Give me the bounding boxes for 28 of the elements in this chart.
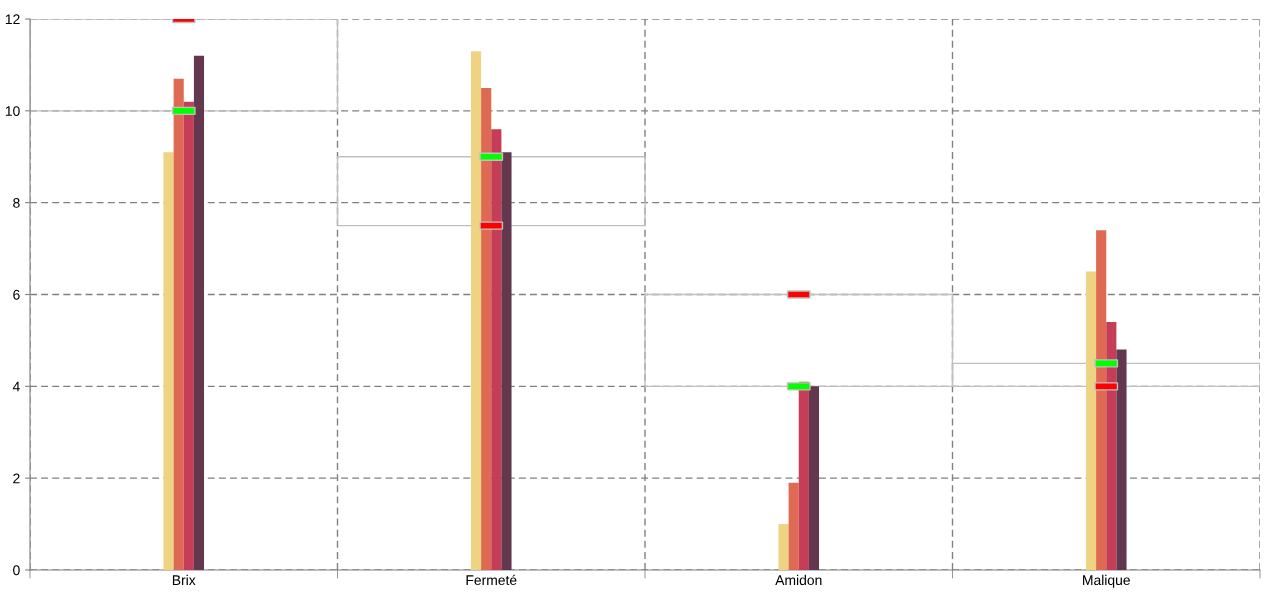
bar [778, 524, 789, 570]
bar [30, 19, 339, 112]
bar [193, 55, 205, 570]
bar [501, 152, 512, 570]
bar [808, 386, 820, 570]
x-tick-label: Amidon [775, 574, 822, 586]
y-tick-label: 0 [13, 565, 20, 576]
bar [163, 152, 174, 570]
bar [491, 129, 502, 570]
y-tick-label: 6 [13, 289, 20, 300]
y-tick-label: 12 [5, 14, 20, 25]
bar [1085, 271, 1097, 570]
bar [173, 78, 184, 570]
bar [1116, 349, 1127, 570]
bar [336, 156, 646, 227]
y-tick-label: 4 [12, 381, 20, 392]
bar [470, 51, 482, 570]
x-tick-label: Brix [172, 574, 196, 585]
bar [788, 482, 799, 570]
bar [1106, 322, 1117, 570]
y-tick-label: 10 [5, 106, 20, 116]
x-tick-label: Malique [1083, 574, 1130, 588]
bar [183, 101, 194, 570]
x-tick-label: Fermeté [466, 574, 517, 586]
y-tick-label: 2 [13, 473, 20, 484]
bar [1096, 230, 1107, 570]
y-tick-label: 8 [13, 198, 20, 208]
bar [481, 87, 492, 570]
